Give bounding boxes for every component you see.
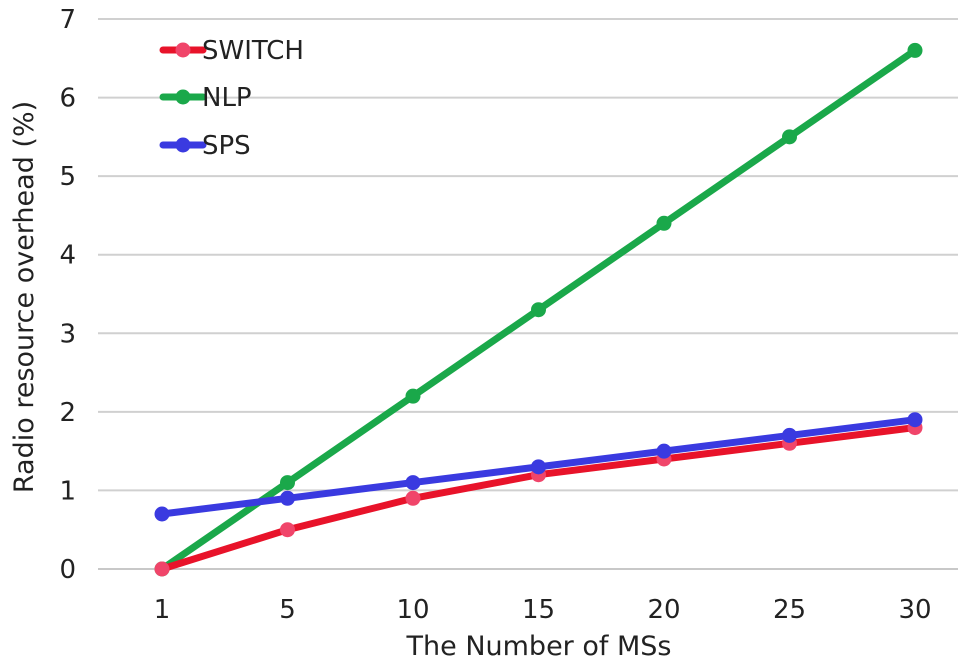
y-tick-label: 1 xyxy=(59,476,76,506)
y-tick-labels: 0 1 2 3 4 5 6 7 xyxy=(59,5,76,585)
x-tick-label: 30 xyxy=(898,595,931,625)
data-point xyxy=(405,475,421,491)
data-point xyxy=(782,129,797,145)
data-point xyxy=(907,412,923,428)
y-tick-label: 4 xyxy=(59,241,76,271)
y-tick-label: 2 xyxy=(59,398,76,428)
data-point xyxy=(656,215,672,231)
legend-marker xyxy=(175,137,191,153)
x-tick-label: 25 xyxy=(773,595,806,625)
series-nlp xyxy=(154,42,923,577)
data-point xyxy=(782,427,797,443)
legend-marker xyxy=(175,89,191,105)
y-tick-label: 5 xyxy=(59,162,76,192)
legend-item: SWITCH xyxy=(159,36,304,66)
series-sps xyxy=(154,412,923,522)
x-tick-label: 5 xyxy=(279,595,296,625)
gridlines xyxy=(98,18,958,570)
data-point xyxy=(405,490,421,506)
legend-label: SPS xyxy=(202,131,251,161)
y-tick-label: 3 xyxy=(59,319,76,349)
x-tick-label: 15 xyxy=(522,595,555,625)
data-point xyxy=(280,522,295,538)
y-tick-label: 0 xyxy=(59,555,76,585)
x-tick-label: 1 xyxy=(154,595,171,625)
y-tick-label: 7 xyxy=(59,5,76,35)
legend-item: NLP xyxy=(159,83,252,113)
data-point xyxy=(280,475,295,491)
data-point xyxy=(154,561,170,577)
data-point xyxy=(907,42,923,58)
data-point xyxy=(154,506,170,522)
y-axis-label: Radio resource overhead (%) xyxy=(9,101,40,493)
data-point xyxy=(531,302,546,318)
legend-label: NLP xyxy=(202,83,252,113)
x-tick-label: 10 xyxy=(396,595,429,625)
y-tick-label: 6 xyxy=(59,84,76,114)
legend: SWITCH NLP SPS xyxy=(159,36,304,161)
data-point xyxy=(405,388,421,404)
legend-item: SPS xyxy=(159,131,251,161)
x-axis-label: The Number of MSs xyxy=(406,631,672,662)
data-point xyxy=(280,490,295,506)
series-lines xyxy=(154,42,923,577)
data-point xyxy=(531,459,546,475)
legend-label: SWITCH xyxy=(202,36,304,66)
x-tick-label: 20 xyxy=(647,595,680,625)
data-point xyxy=(656,443,672,459)
legend-marker xyxy=(175,42,191,58)
x-tick-labels: 1 5 10 15 20 25 30 xyxy=(154,595,932,625)
